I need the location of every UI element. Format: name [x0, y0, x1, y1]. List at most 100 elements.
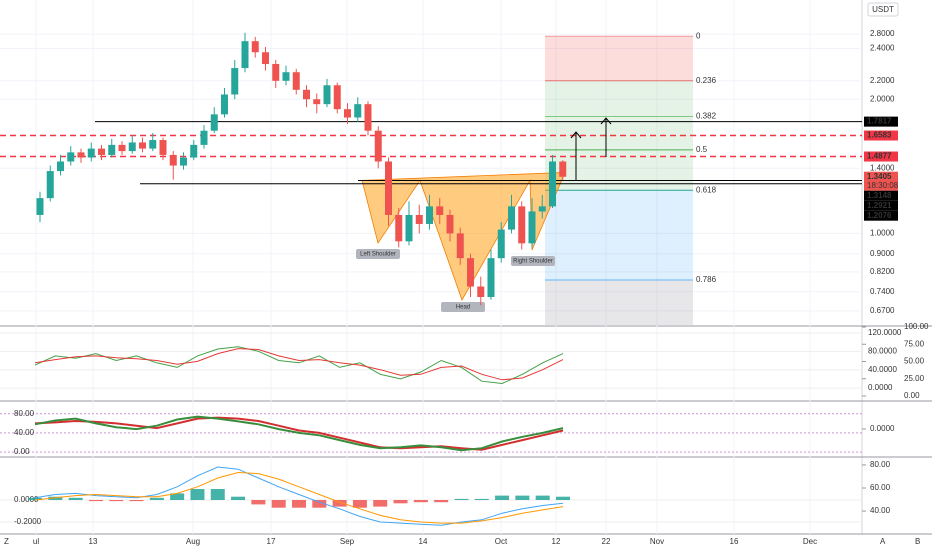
- x-tick-label: 14: [419, 537, 428, 546]
- price-label-bg: [864, 151, 898, 162]
- panel-tick-label: 80.00: [14, 409, 35, 418]
- candle-body: [477, 286, 485, 297]
- candle-body: [538, 206, 546, 212]
- price-label-bg: [864, 130, 898, 141]
- x-tick-label: 22: [602, 537, 611, 546]
- panel-tick-label: 0.0000: [870, 424, 895, 433]
- candle-body: [467, 258, 474, 287]
- candle-body: [282, 72, 290, 81]
- price-label-bg: [864, 200, 898, 211]
- histogram-bar: [515, 495, 530, 501]
- candle-body: [508, 206, 515, 230]
- price-label: 1.7817: [867, 117, 892, 126]
- candle-body: [262, 52, 269, 64]
- price-label-bg: [864, 210, 898, 221]
- annotation-bg: [441, 302, 485, 312]
- x-tick-label: 16: [730, 537, 739, 546]
- histogram-bar: [352, 500, 367, 508]
- candle-body: [210, 114, 218, 131]
- candle-body: [128, 142, 136, 152]
- histogram-bar: [68, 497, 83, 501]
- candle-body: [77, 152, 85, 158]
- candle-body: [251, 41, 259, 53]
- histogram-bar: [170, 493, 185, 501]
- fib-zone: [545, 36, 693, 81]
- candle-body: [518, 206, 526, 244]
- ui-button[interactable]: A: [880, 537, 886, 546]
- fib-zone: [545, 280, 693, 325]
- price-label-bg: [864, 190, 898, 201]
- x-tick-label: 17: [267, 537, 276, 546]
- candle-body: [436, 206, 444, 215]
- indicator-line: [34, 415, 564, 452]
- candle-body: [487, 258, 495, 297]
- histogram-bar: [373, 500, 388, 507]
- currency-badge[interactable]: [867, 2, 899, 17]
- candle-body: [405, 214, 413, 242]
- histogram-bar: [556, 496, 570, 501]
- candle-body: [241, 41, 249, 69]
- price-label-bg: [864, 171, 898, 182]
- x-tick-label: Aug: [186, 537, 200, 546]
- candle-body: [98, 148, 105, 155]
- panel-tick-label: 0.0000: [868, 383, 893, 392]
- candle-body: [200, 130, 208, 145]
- panel-tick-label: 0.00: [14, 447, 30, 456]
- candle-body: [118, 144, 126, 152]
- fib-label: 0: [696, 31, 701, 40]
- annotation-bg: [511, 256, 555, 266]
- price-label: 1.4877: [867, 152, 892, 161]
- x-tick-label: ul: [33, 537, 39, 546]
- fib-label: 0.5: [696, 145, 708, 154]
- candle-body: [149, 140, 157, 149]
- fib-label: 0.618: [696, 185, 717, 194]
- histogram-bar: [28, 497, 42, 501]
- panel-tick-label: 40.0000: [868, 365, 897, 374]
- arrow-head: [600, 117, 612, 125]
- indicator-line: [34, 348, 564, 381]
- candle-body: [67, 152, 75, 162]
- price-label: 1.2921: [867, 201, 892, 210]
- fib-zone: [545, 190, 693, 281]
- histogram-bar: [454, 498, 469, 501]
- panel-tick-label: 40.00: [14, 428, 35, 437]
- currency: USDT: [872, 5, 894, 14]
- histogram-bar: [271, 500, 286, 508]
- histogram-bar: [48, 496, 63, 501]
- histogram-bar: [129, 500, 144, 502]
- candle-body: [446, 214, 454, 234]
- panel-tick-label: 0.00: [904, 391, 920, 400]
- x-tick-label: Oct: [495, 537, 508, 546]
- histogram-bar: [474, 498, 489, 501]
- candle-body: [374, 130, 382, 162]
- annotation-bg: [356, 249, 400, 259]
- price-label: 1.6583: [867, 131, 892, 140]
- candle-body: [292, 72, 300, 90]
- ui-button[interactable]: B: [915, 537, 920, 546]
- y-tick-label: 0.9000: [870, 249, 895, 258]
- x-tick-label: 13: [89, 537, 98, 546]
- candle-body: [344, 109, 351, 118]
- x-tick-label: 12: [552, 537, 561, 546]
- y-tick-label: 0.7400: [870, 287, 895, 296]
- candle-body: [108, 144, 116, 155]
- y-tick-label: 0.6700: [870, 306, 895, 315]
- panel-tick-label: 0.0000: [14, 495, 39, 504]
- y-tick-label: 2.2000: [870, 76, 895, 85]
- fib-zone: [545, 80, 693, 191]
- panel-tick-label: 120.0000: [868, 328, 902, 337]
- panel-tick-label: 40.00: [870, 506, 891, 515]
- price-label: 1.2076: [867, 211, 892, 220]
- histogram-bar: [413, 500, 428, 503]
- candle-body: [549, 161, 556, 207]
- histogram-bar: [251, 500, 266, 505]
- panel-tick-label: -0.2000: [14, 517, 42, 526]
- candle-body: [36, 198, 44, 215]
- candle-body: [385, 161, 392, 215]
- histogram-bar: [332, 500, 347, 507]
- y-tick-label: 1.0000: [870, 229, 895, 238]
- panel-tick-label: 80.0000: [868, 346, 897, 355]
- histogram-bar: [434, 500, 449, 503]
- ui-button[interactable]: Z: [4, 537, 9, 546]
